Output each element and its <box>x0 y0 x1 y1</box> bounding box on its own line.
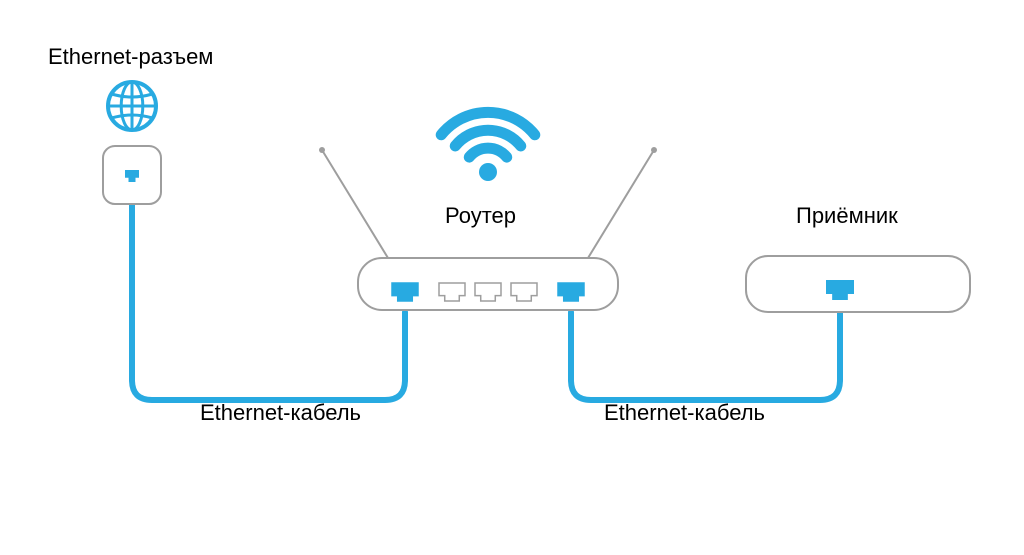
antenna-right <box>588 150 654 258</box>
label-cable-left: Ethernet-кабель <box>200 400 361 426</box>
wifi-icon <box>441 112 535 181</box>
label-receiver: Приёмник <box>796 203 898 229</box>
label-ethernet-jack: Ethernet-разъем <box>48 44 213 70</box>
antenna-left <box>322 150 388 258</box>
label-router: Роутер <box>445 203 516 229</box>
label-cable-right: Ethernet-кабель <box>604 400 765 426</box>
network-diagram <box>0 0 1024 555</box>
cable-router_to_receiver <box>571 312 840 400</box>
receiver <box>746 256 970 312</box>
ethernet-jack <box>103 82 161 204</box>
receiver-body <box>746 256 970 312</box>
globe-icon <box>108 82 156 130</box>
